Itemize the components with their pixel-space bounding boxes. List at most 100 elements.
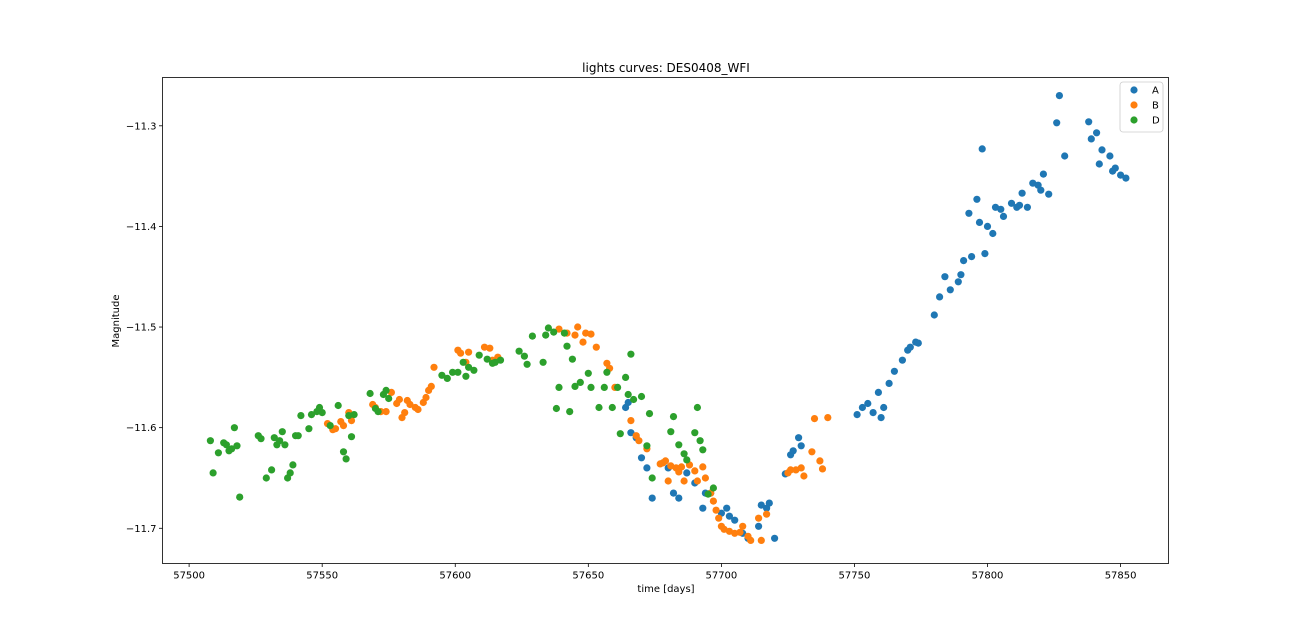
data-point-D-45 [449, 368, 457, 376]
data-point-D-32 [339, 448, 348, 456]
data-point-A-28 [789, 447, 797, 455]
data-point-D-69 [568, 355, 577, 363]
data-point-A-38 [885, 379, 893, 387]
data-point-B-83 [810, 415, 819, 423]
data-point-D-8 [233, 442, 241, 450]
data-point-D-74 [595, 403, 603, 412]
data-point-D-67 [563, 342, 571, 350]
data-point-D-52 [483, 355, 491, 363]
data-point-A-51 [960, 257, 968, 265]
data-point-B-51 [664, 477, 672, 485]
data-point-D-44 [443, 374, 451, 382]
data-point-A-6 [648, 494, 656, 502]
data-point-A-57 [981, 250, 989, 258]
data-point-B-71 [739, 522, 747, 530]
data-point-D-93 [691, 429, 699, 437]
y-tick-label: −11.7 [126, 524, 157, 535]
data-point-B-59 [693, 477, 702, 485]
data-point-A-52 [965, 209, 973, 217]
data-point-D-87 [643, 442, 651, 450]
data-point-D-46 [454, 368, 462, 376]
data-point-D-4 [222, 441, 230, 449]
data-point-A-44 [914, 339, 922, 347]
data-point-B-36 [574, 323, 582, 331]
data-point-D-14 [270, 434, 278, 442]
data-point-D-98 [709, 484, 718, 492]
data-point-D-2 [214, 449, 222, 457]
data-point-D-16 [276, 437, 284, 445]
data-point-B-15 [401, 409, 409, 417]
data-point-A-50 [957, 271, 965, 279]
data-point-A-30 [797, 442, 805, 450]
x-tick-label: 57750 [839, 571, 871, 582]
data-point-D-36 [350, 411, 358, 419]
data-point-B-10 [382, 408, 390, 416]
data-point-D-30 [326, 422, 334, 430]
data-point-D-47 [459, 358, 467, 366]
data-point-A-37 [880, 403, 888, 412]
data-point-B-73 [747, 536, 755, 545]
data-point-D-56 [515, 347, 523, 355]
data-point-D-18 [281, 441, 289, 449]
data-point-D-1 [209, 469, 217, 477]
data-point-D-64 [552, 404, 561, 413]
data-point-B-44 [627, 417, 635, 425]
data-point-D-12 [262, 474, 270, 482]
data-point-A-62 [999, 212, 1008, 220]
data-point-A-67 [1023, 203, 1031, 211]
data-point-A-85 [1122, 174, 1130, 182]
data-point-A-73 [1053, 119, 1061, 127]
data-point-A-35 [874, 388, 883, 396]
data-point-D-71 [576, 378, 584, 386]
data-point-A-9 [675, 494, 683, 502]
data-point-A-34 [869, 409, 877, 417]
data-point-A-10 [683, 469, 691, 477]
y-tick-label: −11.3 [126, 121, 157, 132]
data-point-D-58 [523, 360, 531, 368]
y-tick-label: −11.6 [126, 423, 157, 434]
data-point-D-20 [286, 469, 294, 477]
x-tick-label: 57650 [572, 571, 604, 582]
data-point-D-70 [571, 382, 579, 390]
data-point-D-91 [680, 450, 688, 458]
data-point-D-42 [385, 394, 393, 403]
plot-area-frame [162, 77, 1169, 564]
data-point-A-56 [978, 145, 986, 153]
legend-marker-B [1130, 101, 1138, 109]
data-point-A-18 [731, 516, 739, 524]
data-point-D-66 [560, 329, 569, 337]
data-point-A-74 [1055, 92, 1063, 100]
data-point-A-12 [699, 504, 707, 512]
data-point-D-48 [462, 372, 470, 380]
legend-label-D: D [1152, 116, 1160, 127]
data-point-A-65 [1015, 201, 1024, 209]
legend-label-B: B [1152, 101, 1159, 112]
data-point-D-41 [382, 386, 390, 394]
data-point-A-32 [858, 403, 867, 412]
data-point-D-92 [683, 456, 691, 464]
data-point-A-17 [725, 512, 734, 520]
data-point-B-56 [680, 477, 688, 485]
data-point-B-75 [757, 536, 765, 545]
data-point-D-6 [228, 445, 236, 453]
data-point-A-39 [890, 367, 899, 375]
data-point-A-55 [975, 218, 984, 226]
data-point-A-77 [1087, 135, 1095, 143]
data-point-D-0 [206, 437, 214, 445]
data-point-B-58 [691, 467, 699, 475]
data-point-B-60 [699, 463, 707, 471]
data-point-A-21 [755, 522, 763, 530]
x-axis-title: time [days] [637, 584, 694, 595]
data-point-A-75 [1061, 152, 1069, 160]
data-point-A-48 [946, 286, 954, 294]
data-point-D-83 [630, 395, 638, 404]
data-point-D-88 [667, 428, 675, 436]
data-point-D-50 [470, 366, 478, 374]
data-point-B-78 [787, 466, 795, 474]
data-point-D-72 [584, 369, 592, 377]
data-point-B-26 [457, 349, 465, 357]
data-point-D-60 [539, 358, 547, 366]
data-point-B-17 [406, 400, 414, 409]
data-point-D-80 [622, 373, 630, 381]
data-point-A-84 [1117, 171, 1125, 179]
